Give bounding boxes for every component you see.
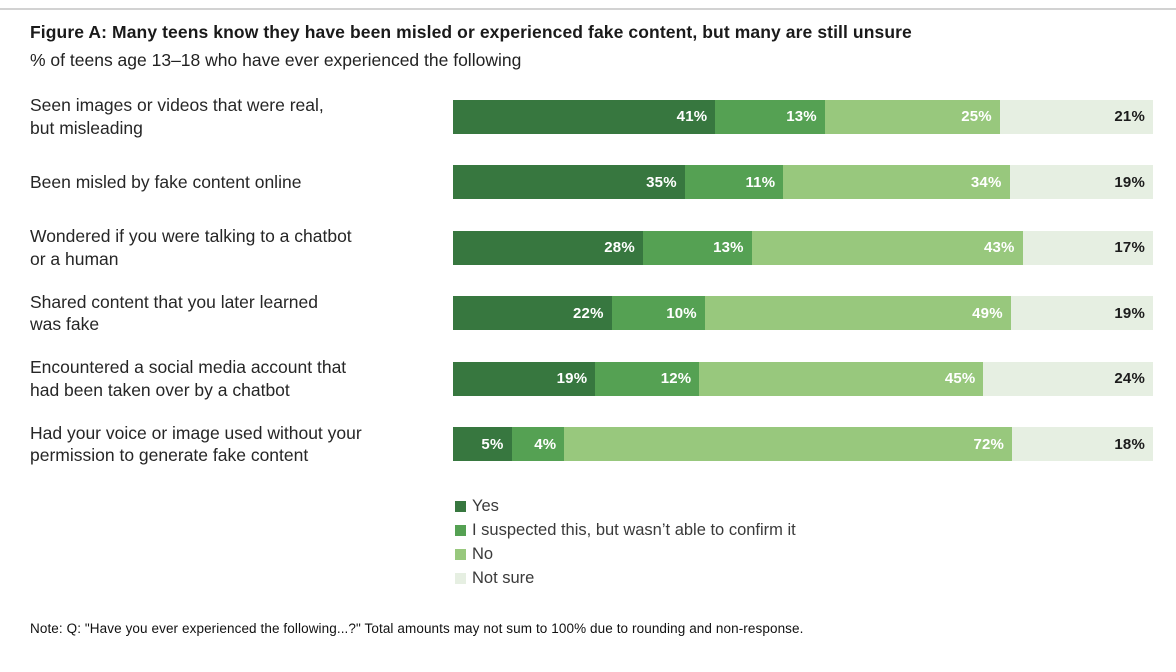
top-divider [0, 8, 1176, 10]
bar-segment: 21% [999, 99, 1154, 134]
chart-row: Seen images or videos that were real, bu… [0, 84, 1176, 150]
legend-item: Yes [455, 494, 1176, 518]
bar-segment-value: 18% [1114, 435, 1145, 453]
bar-segment: 12% [595, 361, 700, 396]
bar-segment-value: 10% [666, 304, 697, 322]
bar-segment: 41% [453, 99, 716, 134]
chart-row: Shared content that you later learned wa… [0, 281, 1176, 347]
bar-segment: 18% [1012, 427, 1153, 462]
bar-segment-value: 19% [1114, 304, 1145, 322]
bar-segment-value: 49% [972, 304, 1003, 322]
figure-subtitle: % of teens age 13–18 who have ever exper… [30, 50, 522, 70]
bar-segment: 19% [453, 361, 596, 396]
bar-segment-value: 5% [481, 435, 504, 453]
legend-swatch-icon [455, 548, 466, 560]
stacked-bar-chart: Seen images or videos that were real, bu… [0, 84, 1176, 477]
chart-row: Had your voice or image used without you… [0, 412, 1176, 478]
category-label: Had your voice or image used without you… [30, 422, 362, 466]
legend-swatch-icon [455, 572, 466, 584]
category-label: Been misled by fake content online [30, 171, 302, 192]
bar-segment: 35% [453, 165, 685, 200]
bar-segment: 43% [751, 230, 1023, 265]
figure-header: Figure A: Many teens know they have been… [0, 0, 1176, 71]
bar-segment: 24% [983, 361, 1153, 396]
bar-segment-value: 11% [745, 173, 776, 191]
stacked-bar: 22% 10% 49% 19% [453, 296, 1153, 331]
stacked-bar: 28% 13% 43% 17% [453, 230, 1154, 265]
bar-segment: 11% [684, 165, 784, 200]
bar-segment: 19% [1009, 165, 1153, 200]
category-label: Wondered if you were talking to a chatbo… [30, 226, 352, 269]
legend-item: No [455, 542, 1176, 566]
bar-segment-value: 45% [944, 370, 976, 388]
bar-segment-value: 72% [973, 435, 1005, 453]
stacked-bar: 5% 4% 72% 18% [453, 427, 1153, 462]
legend-label: No [472, 544, 494, 563]
bar-segment: 28% [453, 230, 643, 265]
legend-label: Not sure [472, 568, 535, 587]
chart-row: Been misled by fake content online 35% 11%… [0, 150, 1176, 216]
chart-row: Encountered a social media account that … [0, 346, 1176, 412]
legend-item: Not sure [455, 566, 1176, 590]
category-label: Shared content that you later learned wa… [30, 291, 318, 335]
bar-segment: 25% [824, 99, 1000, 134]
bar-segment-value: 24% [1114, 370, 1145, 388]
bar-segment-value: 35% [646, 173, 677, 191]
bar-segment-value: 43% [983, 239, 1015, 257]
bar-segment-value: 22% [573, 304, 604, 322]
legend-label: Yes [472, 496, 499, 515]
chart-row: Wondered if you were talking to a chatbo… [0, 215, 1176, 281]
legend-item: I suspected this, but wasn’t able to con… [455, 518, 1176, 542]
bar-segment-value: 13% [713, 239, 744, 257]
bar-segment-value: 28% [604, 239, 635, 257]
bar-segment: 45% [699, 361, 984, 396]
bar-segment: 13% [715, 99, 825, 134]
bar-segment-value: 21% [1114, 108, 1146, 126]
figure-note: Note: Q: "Have you ever experienced the … [30, 621, 804, 636]
stacked-bar: 35% 11% 34% 19% [453, 165, 1153, 200]
bar-segment: 17% [1022, 230, 1154, 265]
stacked-bar: 19% 12% 45% 24% [453, 361, 1153, 396]
category-label: Encountered a social media account that … [30, 357, 347, 400]
bar-segment: 4% [511, 427, 565, 462]
bar-segment: 5% [453, 427, 512, 462]
bar-segment-value: 12% [660, 370, 692, 388]
bar-segment: 49% [704, 296, 1011, 331]
bar-segment: 13% [642, 230, 752, 265]
bar-segment-value: 25% [961, 108, 992, 126]
bar-segment-value: 13% [786, 108, 817, 126]
legend-label: I suspected this, but wasn’t able to con… [472, 520, 796, 539]
bar-segment: 22% [453, 296, 612, 331]
bar-segment: 34% [783, 165, 1010, 200]
category-label: Seen images or videos that were real, bu… [30, 95, 324, 138]
bar-segment-value: 17% [1114, 239, 1146, 257]
bar-segment-value: 19% [1114, 173, 1145, 191]
figure-title: Figure A: Many teens know they have been… [30, 22, 912, 42]
bar-segment-value: 34% [970, 173, 1002, 191]
bar-segment-value: 19% [556, 370, 588, 388]
legend-swatch-icon [455, 524, 466, 536]
bar-segment-value: 41% [676, 108, 708, 126]
legend-swatch-icon [455, 500, 466, 512]
bar-segment: 72% [564, 427, 1013, 462]
bar-segment-value: 4% [534, 435, 557, 453]
bar-segment: 10% [611, 296, 705, 331]
stacked-bar: 41% 13% 25% 21% [453, 99, 1154, 134]
chart-legend: Yes I suspected this, but wasn’t able to … [455, 494, 1176, 590]
bar-segment: 19% [1010, 296, 1153, 331]
